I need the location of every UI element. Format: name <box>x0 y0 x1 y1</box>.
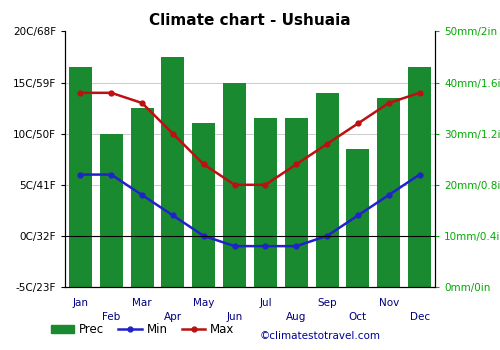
Text: Feb: Feb <box>102 312 120 322</box>
Bar <box>316 93 338 287</box>
Text: Mar: Mar <box>132 298 152 308</box>
Bar <box>408 67 431 287</box>
Bar <box>162 57 184 287</box>
Bar <box>192 124 216 287</box>
Text: Nov: Nov <box>378 298 399 308</box>
Text: Jun: Jun <box>226 312 242 322</box>
Legend: Prec, Min, Max: Prec, Min, Max <box>46 318 239 341</box>
Bar <box>284 118 308 287</box>
Text: Jan: Jan <box>72 298 88 308</box>
Text: Aug: Aug <box>286 312 306 322</box>
Title: Climate chart - Ushuaia: Climate chart - Ushuaia <box>149 13 351 28</box>
Text: Sep: Sep <box>318 298 337 308</box>
Bar <box>346 149 370 287</box>
Bar <box>69 67 92 287</box>
Text: May: May <box>193 298 214 308</box>
Text: Oct: Oct <box>349 312 367 322</box>
Bar <box>130 108 154 287</box>
Text: Apr: Apr <box>164 312 182 322</box>
Text: ©climatestotravel.com: ©climatestotravel.com <box>260 331 381 341</box>
Bar <box>223 83 246 287</box>
Bar <box>100 134 123 287</box>
Bar <box>254 118 277 287</box>
Text: Dec: Dec <box>410 312 430 322</box>
Bar <box>377 98 400 287</box>
Text: Jul: Jul <box>259 298 272 308</box>
